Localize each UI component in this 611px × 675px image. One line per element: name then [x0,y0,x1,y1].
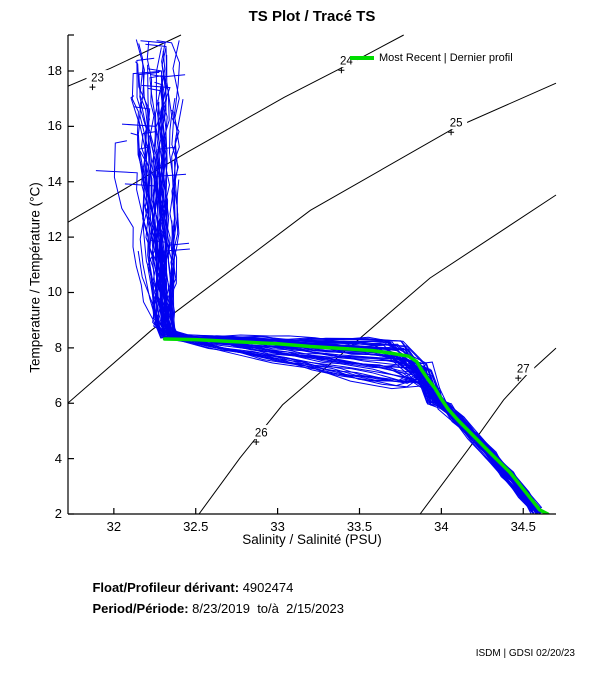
y-tick-label: 10 [47,284,62,300]
y-tick-label: 18 [47,62,62,78]
x-tick-label: 33 [270,519,285,534]
most-recent-profile-line [162,337,550,514]
legend-line-sample [350,56,374,60]
legend: Most Recent | Dernier profil [350,50,513,66]
period-value: 8/23/2019 to/à 2/15/2023 [188,601,344,616]
y-tick-label: 2 [54,506,62,521]
x-axis-label: Salinity / Salinité (PSU) [242,532,382,547]
axes [67,34,556,515]
x-tick-label: 32.5 [183,519,209,534]
density-contour-line [419,347,557,514]
y-tick-label: 12 [47,229,62,245]
x-tick-label: 32 [106,519,122,534]
y-tick-label: 14 [47,173,62,189]
y-axis-label: Temperature / Température (°C) [27,182,43,373]
y-tick-label: 4 [54,450,62,466]
float-id-label: Float/Profileur dérivant: [92,580,240,595]
float-id-value: 4902474 [239,580,294,595]
x-tick-label: 34.5 [510,519,536,534]
density-contour-line [68,82,557,404]
legend-label: Most Recent | Dernier profil [379,52,513,64]
density-contour-line [198,194,557,514]
period-line: Period/Période: 8/23/2019 to/à 2/15/2023 [78,586,344,631]
watermark-text: ISDM | GDSI 02/20/23 [475,648,575,659]
plot-title: TS Plot / Tracé TS [248,8,376,25]
density-contour-line [68,34,404,223]
y-tick-label: 6 [54,395,62,411]
x-tick-label: 34 [434,519,449,534]
contour-label: 26 [255,428,268,440]
density-contours [68,34,557,514]
contour-label: 25 [450,118,463,130]
period-label: Period/Période: [92,601,189,616]
contour-label: 27 [517,364,530,376]
profile-lines [95,39,543,514]
y-tick-label: 16 [47,118,62,134]
plot-area [68,34,557,514]
contour-label: 23 [91,73,104,85]
x-tick-label: 33.5 [346,519,373,534]
y-tick-label: 8 [54,339,62,355]
float-id-line: Float/Profileur dérivant: 4902474 [78,565,293,610]
